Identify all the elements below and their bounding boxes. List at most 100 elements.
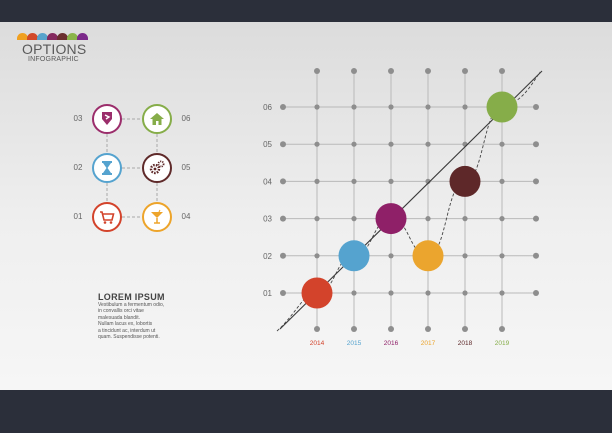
option-number: 05 bbox=[181, 163, 191, 172]
y-tick-label: 01 bbox=[263, 289, 272, 298]
grid-dot bbox=[425, 68, 431, 74]
grid-dot bbox=[499, 326, 505, 332]
y-tick-label: 04 bbox=[263, 177, 272, 186]
grid-dot bbox=[425, 141, 431, 147]
grid-dot bbox=[499, 141, 505, 147]
grid-dot bbox=[314, 141, 320, 147]
data-point bbox=[449, 165, 481, 197]
shield-arrow-icon bbox=[102, 112, 112, 125]
option-number: 03 bbox=[73, 114, 83, 123]
grid-dot bbox=[280, 178, 286, 185]
grid-dot bbox=[462, 326, 468, 332]
data-point bbox=[375, 203, 407, 235]
swatch bbox=[37, 33, 48, 40]
grid-dot bbox=[314, 253, 320, 259]
grid-dot bbox=[314, 326, 320, 332]
lorem-line: in convallis orci vitae bbox=[98, 308, 144, 315]
grid-dot bbox=[388, 326, 394, 332]
timeline-chart: 01 02 03 04 05 06 2014 2015 2016 2017 2018 2019 bbox=[263, 68, 543, 347]
grid-dot bbox=[462, 141, 468, 147]
y-tick-label: 05 bbox=[263, 140, 272, 149]
swatch bbox=[67, 33, 78, 40]
option-number: 01 bbox=[73, 212, 83, 221]
home-icon bbox=[150, 113, 164, 125]
x-tick-label: 2014 bbox=[310, 340, 325, 347]
grid-dot bbox=[533, 141, 539, 148]
grid-dot bbox=[425, 290, 431, 296]
grid-dot bbox=[388, 290, 394, 296]
grid-dot bbox=[388, 141, 394, 147]
x-tick-label: 2016 bbox=[384, 340, 399, 347]
option-04[interactable] bbox=[142, 202, 172, 232]
hourglass-icon bbox=[102, 161, 112, 175]
grid-dot bbox=[425, 326, 431, 332]
data-point bbox=[486, 91, 518, 123]
swatch bbox=[57, 33, 68, 40]
grid-dot bbox=[314, 216, 320, 222]
bottom-bar bbox=[0, 390, 612, 433]
grid-dot bbox=[425, 216, 431, 222]
grid-dot bbox=[351, 326, 357, 332]
grid-dot bbox=[499, 290, 505, 296]
x-tick-label: 2017 bbox=[421, 340, 436, 347]
y-tick-label: 03 bbox=[263, 215, 272, 224]
lorem-body: Vestibulum a fermentum odio, in convalli… bbox=[98, 302, 178, 340]
grid-dot bbox=[425, 104, 431, 110]
grid-dot bbox=[462, 290, 468, 296]
grid-dot bbox=[351, 68, 357, 74]
data-point bbox=[338, 240, 370, 272]
option-03[interactable] bbox=[92, 104, 122, 134]
grid-dot bbox=[388, 178, 394, 184]
gears-icon bbox=[149, 160, 165, 175]
grid-dot bbox=[462, 68, 468, 74]
cocktail-icon bbox=[151, 209, 163, 224]
grid-dot bbox=[388, 68, 394, 74]
dashed-path bbox=[276, 71, 541, 332]
lorem-line: a tincidunt ac, interdum ut bbox=[98, 327, 156, 334]
page-subtitle: INFOGRAPHIC bbox=[28, 56, 79, 63]
option-number: 02 bbox=[73, 163, 83, 172]
grid-dot bbox=[462, 216, 468, 222]
swatch bbox=[27, 33, 38, 40]
grid-dot bbox=[280, 290, 286, 296]
x-tick-label: 2019 bbox=[495, 340, 510, 347]
y-tick-label: 06 bbox=[263, 103, 272, 112]
option-number: 04 bbox=[181, 212, 191, 221]
grid-dot bbox=[533, 104, 539, 110]
lorem-title: LOREM IPSUM bbox=[98, 292, 165, 302]
grid-dot bbox=[351, 104, 357, 110]
cart-icon bbox=[100, 211, 115, 224]
swatch bbox=[47, 33, 58, 40]
grid-dot bbox=[462, 104, 468, 110]
grid-dot bbox=[314, 68, 320, 74]
grid-dot bbox=[388, 104, 394, 110]
grid-dot bbox=[499, 253, 505, 259]
data-point bbox=[412, 240, 444, 272]
grid-dot bbox=[280, 141, 286, 148]
data-point bbox=[301, 277, 333, 309]
grid-dot bbox=[499, 68, 505, 74]
top-bar bbox=[0, 0, 612, 22]
x-tick-label: 2015 bbox=[347, 340, 362, 347]
option-02[interactable] bbox=[92, 153, 122, 183]
grid-dot bbox=[314, 178, 320, 184]
grid-dot bbox=[280, 215, 286, 222]
grid-dot bbox=[533, 252, 539, 259]
grid-dot bbox=[388, 253, 394, 259]
page-title: OPTIONS bbox=[22, 41, 87, 57]
grid-dot bbox=[499, 216, 505, 222]
grid-dot bbox=[351, 178, 357, 184]
lorem-line: quam. Suspendisse potenti. bbox=[98, 334, 160, 341]
lorem-line: Nullam lacus ex, lobortis bbox=[98, 321, 153, 328]
grid-dot bbox=[533, 290, 539, 296]
swatch bbox=[17, 33, 28, 40]
option-06[interactable] bbox=[142, 104, 172, 134]
grid-dot bbox=[280, 252, 286, 259]
lorem-line: Vestibulum a fermentum odio, bbox=[98, 302, 165, 308]
option-05[interactable] bbox=[142, 153, 172, 183]
x-tick-label: 2018 bbox=[458, 340, 473, 347]
option-number: 06 bbox=[181, 114, 191, 123]
option-01[interactable] bbox=[92, 202, 122, 232]
grid-dot bbox=[351, 290, 357, 296]
grid-dot bbox=[351, 216, 357, 222]
